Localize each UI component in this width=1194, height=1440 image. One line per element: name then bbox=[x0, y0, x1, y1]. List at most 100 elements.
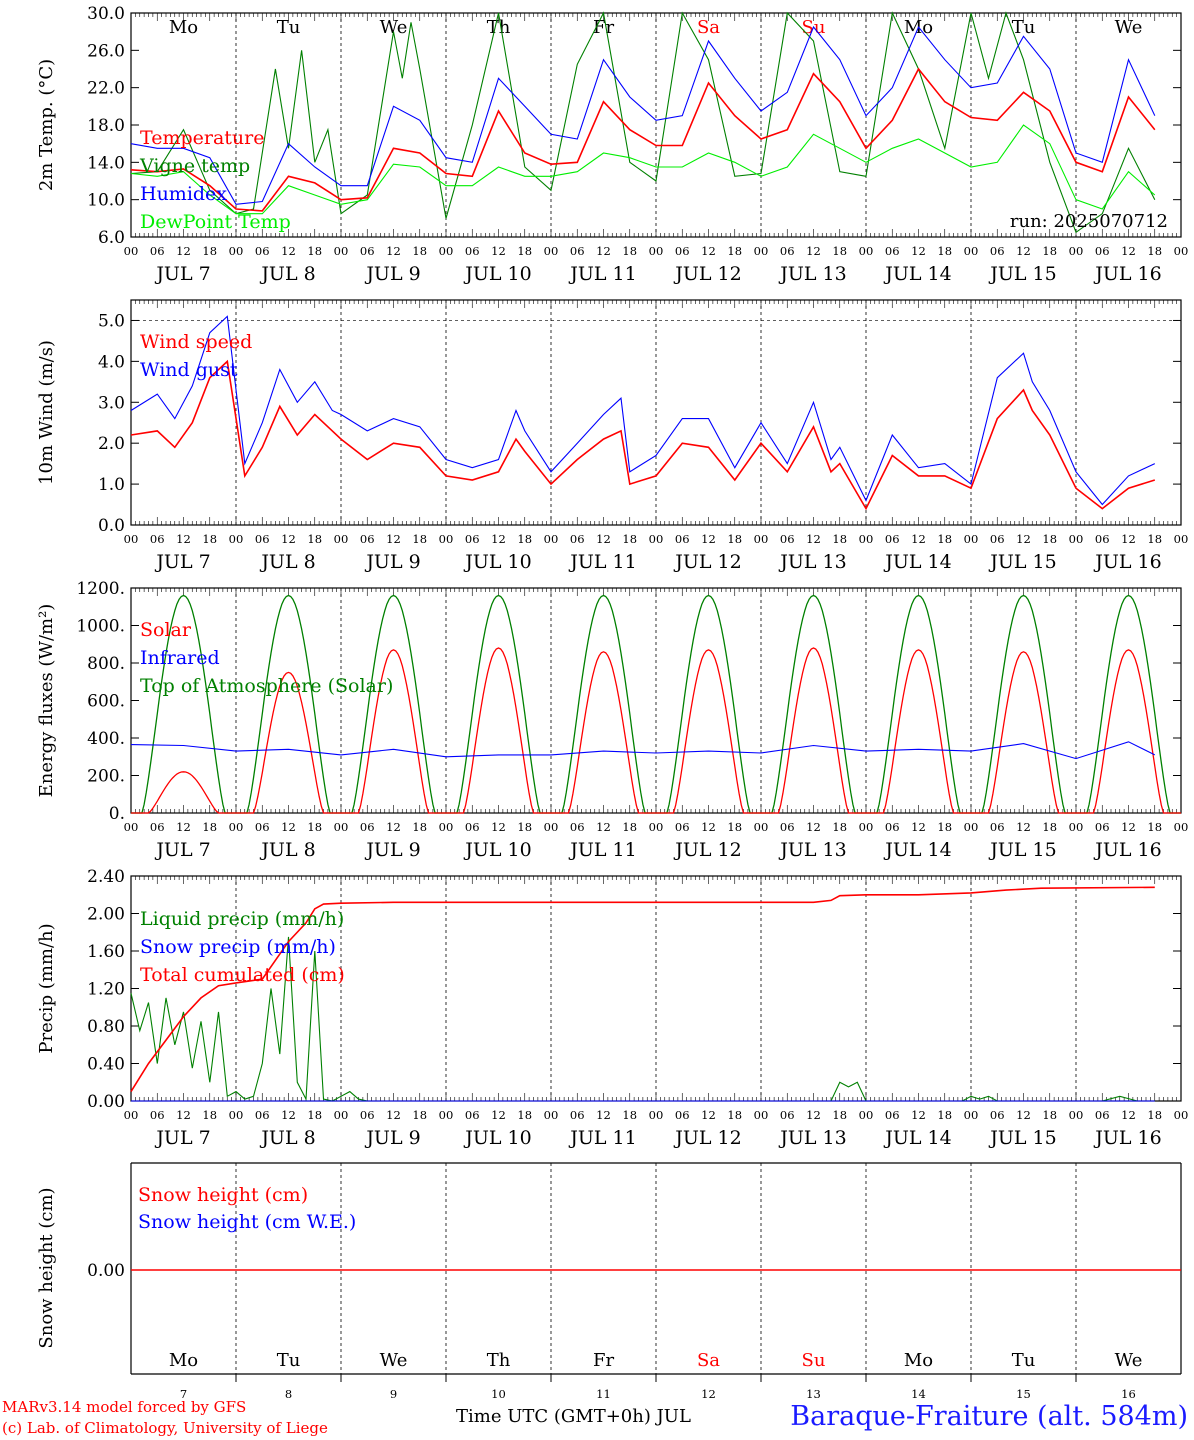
hour-tick-label: 00 bbox=[1174, 244, 1189, 258]
hour-tick-label: 18 bbox=[202, 532, 217, 546]
hour-tick-label: 18 bbox=[517, 1108, 532, 1122]
weekday-label: Tu bbox=[277, 1350, 301, 1371]
hour-tick-label: 12 bbox=[1121, 244, 1136, 258]
hour-tick-label: 18 bbox=[412, 532, 427, 546]
series-line-wind-gust bbox=[130, 315, 1156, 506]
day-number-label: 16 bbox=[1121, 1387, 1136, 1401]
hour-tick-label: 18 bbox=[622, 1108, 637, 1122]
y-tick-label: 10.0 bbox=[87, 191, 125, 211]
hour-tick-label: 18 bbox=[202, 820, 217, 834]
hour-tick-label: 18 bbox=[517, 820, 532, 834]
date-label: JUL 12 bbox=[673, 839, 741, 861]
hour-tick-label: 06 bbox=[1095, 244, 1110, 258]
hour-tick-label: 00 bbox=[754, 820, 769, 834]
weekday-label: Sa bbox=[697, 1350, 720, 1371]
y-tick-label: 2.40 bbox=[87, 867, 125, 887]
weekday-label: Th bbox=[487, 1350, 511, 1371]
hour-tick-label: 12 bbox=[806, 1108, 821, 1122]
weekday-label: Tu bbox=[1012, 17, 1036, 38]
hour-tick-label: 12 bbox=[596, 1108, 611, 1122]
hour-tick-label: 12 bbox=[281, 1108, 296, 1122]
date-label: JUL 10 bbox=[463, 551, 531, 573]
hour-tick-label: 06 bbox=[885, 820, 900, 834]
hour-tick-label: 12 bbox=[386, 244, 401, 258]
day-number-label: 12 bbox=[701, 1387, 716, 1401]
hour-tick-label: 12 bbox=[911, 1108, 926, 1122]
hour-tick-label: 06 bbox=[885, 532, 900, 546]
hour-tick-label: 06 bbox=[570, 244, 585, 258]
hour-tick-label: 06 bbox=[1095, 532, 1110, 546]
hour-tick-label: 06 bbox=[675, 1108, 690, 1122]
legend-entry: Solar bbox=[140, 619, 192, 641]
hour-tick-label: 12 bbox=[1016, 1108, 1031, 1122]
y-tick-label: 18.0 bbox=[87, 116, 125, 136]
date-label: JUL 12 bbox=[673, 263, 741, 285]
date-label: JUL 16 bbox=[1093, 551, 1161, 573]
weekday-label: Sa bbox=[697, 17, 720, 38]
date-label: JUL 13 bbox=[778, 1127, 846, 1149]
date-label: JUL 15 bbox=[988, 263, 1056, 285]
y-tick-label: 26.0 bbox=[87, 41, 125, 61]
hour-tick-label: 18 bbox=[832, 532, 847, 546]
hour-tick-label: 18 bbox=[412, 820, 427, 834]
date-label: JUL 9 bbox=[364, 1127, 420, 1149]
legend-entry: Wind gust bbox=[140, 359, 238, 381]
hour-tick-label: 06 bbox=[885, 1108, 900, 1122]
hour-tick-label: 18 bbox=[727, 1108, 742, 1122]
y-tick-label: 14.0 bbox=[87, 153, 125, 173]
weekday-label: Mo bbox=[169, 1350, 198, 1371]
y-axis-label: Snow height (cm) bbox=[36, 1187, 57, 1348]
day-number-label: 9 bbox=[390, 1387, 397, 1401]
hour-tick-label: 06 bbox=[1095, 1108, 1110, 1122]
hour-tick-label: 12 bbox=[491, 1108, 506, 1122]
hour-tick-label: 06 bbox=[360, 1108, 375, 1122]
legend-entry: Top of Atmosphere (Solar) bbox=[140, 675, 393, 697]
y-tick-label: 800. bbox=[87, 654, 125, 674]
hour-tick-label: 12 bbox=[701, 244, 716, 258]
hour-tick-label: 18 bbox=[307, 1108, 322, 1122]
hour-tick-label: 06 bbox=[465, 532, 480, 546]
series-line-wind-speed bbox=[130, 359, 1156, 511]
hour-tick-label: 18 bbox=[202, 1108, 217, 1122]
day-number-label: 13 bbox=[806, 1387, 821, 1401]
hour-tick-label: 18 bbox=[1147, 820, 1162, 834]
date-label: JUL 15 bbox=[988, 839, 1056, 861]
hour-tick-label: 12 bbox=[491, 532, 506, 546]
hour-tick-label: 00 bbox=[544, 532, 559, 546]
hour-tick-label: 12 bbox=[701, 1108, 716, 1122]
weekday-label: We bbox=[380, 17, 408, 38]
hour-tick-label: 18 bbox=[832, 244, 847, 258]
date-label: JUL 8 bbox=[259, 839, 315, 861]
y-tick-label: 1.60 bbox=[87, 942, 125, 962]
hour-tick-label: 06 bbox=[465, 820, 480, 834]
hour-tick-label: 00 bbox=[964, 820, 979, 834]
y-tick-label: 400. bbox=[87, 729, 125, 749]
hour-tick-label: 00 bbox=[859, 532, 874, 546]
time-axis-label: Time UTC (GMT+0h) JUL bbox=[456, 1406, 691, 1427]
hour-tick-label: 18 bbox=[622, 820, 637, 834]
y-tick-label: 0.00 bbox=[87, 1092, 125, 1112]
hour-tick-label: 00 bbox=[859, 244, 874, 258]
day-number-label: 14 bbox=[911, 1387, 926, 1401]
legend-entry: Temperature bbox=[140, 127, 264, 149]
hour-tick-label: 00 bbox=[124, 1108, 139, 1122]
hour-tick-label: 00 bbox=[649, 244, 664, 258]
y-tick-label: 4.0 bbox=[98, 352, 125, 372]
weekday-label: Th bbox=[487, 17, 511, 38]
panel-frame-2 bbox=[130, 299, 1182, 526]
date-label: JUL 16 bbox=[1093, 1127, 1161, 1149]
hour-tick-label: 00 bbox=[754, 1108, 769, 1122]
hour-tick-label: 00 bbox=[544, 820, 559, 834]
hour-tick-label: 00 bbox=[439, 532, 454, 546]
hour-tick-label: 06 bbox=[990, 244, 1005, 258]
date-label: JUL 15 bbox=[988, 551, 1056, 573]
hour-tick-label: 06 bbox=[780, 1108, 795, 1122]
y-tick-label: 22.0 bbox=[87, 79, 125, 99]
series-line-dewpoint-temp bbox=[130, 124, 1156, 215]
hour-tick-label: 18 bbox=[412, 244, 427, 258]
legend-entry: Total cumulated (cm) bbox=[140, 964, 345, 986]
hour-tick-label: 12 bbox=[1121, 532, 1136, 546]
hour-tick-label: 06 bbox=[255, 820, 270, 834]
date-label: JUL 10 bbox=[463, 1127, 531, 1149]
hour-tick-label: 06 bbox=[990, 820, 1005, 834]
